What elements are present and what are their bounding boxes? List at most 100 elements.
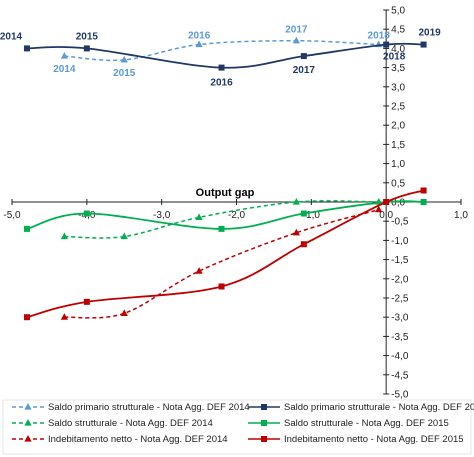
x-tick-label: 0,0 [379,210,393,221]
data-point [218,64,225,71]
y-tick-label: 3,0 [391,82,405,93]
data-point [23,45,30,52]
data-point [383,41,390,48]
data-point [420,41,427,48]
data-label: 2017 [285,25,308,36]
legend-swatch-marker [24,419,32,426]
data-point [300,53,307,60]
legend-label: Saldo primario strutturale - Nota Agg. D… [284,402,474,413]
data-point [218,283,225,290]
data-label: 2017 [293,65,316,76]
legend-label: Indebitamento netto - Nota Agg. DEF 2015 [284,434,464,445]
data-point [420,199,427,205]
series-line [64,208,379,319]
y-tick-label: 4,0 [391,44,405,55]
x-tick-label: -3,0 [153,210,171,221]
data-label: 2016 [210,78,233,89]
y-tick-label: -2,0 [391,274,409,285]
data-point [292,228,300,236]
data-point [292,198,300,205]
y-tick-label: 4,5 [391,25,405,36]
y-tick-label: 5,0 [391,6,405,17]
y-tick-label: -2,5 [391,294,409,305]
data-point [195,267,203,274]
data-point [375,205,383,213]
data-point [60,52,68,59]
data-point [300,210,307,217]
data-point [120,232,128,240]
legend-swatch-marker [24,435,32,442]
legend: Saldo primario strutturale - Nota Agg. D… [2,399,474,455]
data-point [23,225,30,232]
data-point [292,36,300,44]
series-line [64,200,379,239]
y-tick-label: -4,5 [391,370,409,381]
series-line [64,39,379,62]
data-point [83,45,90,52]
data-point [120,55,128,63]
data-label: 2014 [53,64,76,75]
legend-item: Saldo strutturale - Nota Agg. DEF 2014 [12,418,213,429]
legend-item: Saldo primario strutturale - Nota Agg. D… [248,402,474,413]
legend-label: Saldo strutturale - Nota Agg. DEF 2015 [284,418,449,429]
data-point [83,210,90,217]
y-tick-label: -0,5 [391,217,409,228]
data-point [420,187,427,194]
data-point [120,309,128,316]
y-tick-label: -1,0 [391,236,409,247]
legend-label: Indebitamento netto - Nota Agg. DEF 2014 [48,434,228,445]
data-label: 2015 [113,68,136,79]
y-tick-label: 2,0 [391,121,405,132]
data-label: 2014 [0,31,23,42]
y-tick-label: 0,0 [391,198,405,209]
x-tick-label: -2,0 [228,210,246,221]
x-tick-label: -1,0 [303,210,321,221]
y-tick-label: -3,0 [391,313,409,324]
x-tick-label: -5,0 [3,210,21,221]
data-label: 2015 [76,31,99,42]
y-tick-label: -5,0 [391,390,409,401]
legend-item: Indebitamento netto - Nota Agg. DEF 2014 [12,434,228,445]
data-label: 2018 [383,52,406,63]
series-2 [60,198,383,240]
series-3 [23,199,427,232]
legend-label: Saldo primario strutturale - Nota Agg. D… [48,402,250,413]
y-tick-label: -3,5 [391,332,409,343]
y-tick-label: -1,5 [391,255,409,266]
data-label: 2018 [368,31,391,42]
y-tick-label: 2,5 [391,102,405,113]
legend-swatch-marker [261,404,267,410]
data-label: 2016 [188,31,211,42]
series-5 [23,187,427,321]
y-tick-label: 3,5 [391,63,405,74]
data-point [83,298,90,305]
x-axis-label: Output gap [196,187,255,199]
y-tick-label: 1,0 [391,159,405,170]
legend-item: Saldo strutturale - Nota Agg. DEF 2015 [248,418,449,429]
series-0: 2014 2015 2016 2017 2018 [53,25,390,79]
data-point [218,225,225,232]
plot-area: 2014 2015 2016 2017 2018 2014 2015 2016 2017 2018… [0,25,441,321]
legend-swatch-marker [261,436,267,442]
legend-label: Saldo strutturale - Nota Agg. DEF 2014 [48,418,213,429]
data-label: 2019 [418,28,441,39]
series-4 [60,205,383,320]
legend-border [2,399,472,455]
legend-item: Indebitamento netto - Nota Agg. DEF 2015 [248,434,464,445]
legend-swatch-marker [24,403,32,410]
data-point [60,232,68,240]
y-tick-label: -4,0 [391,351,409,362]
legend-item: Saldo primario strutturale - Nota Agg. D… [12,402,250,413]
data-point [23,314,30,321]
data-point [383,199,390,205]
legend-swatch-marker [261,420,267,426]
y-tick-label: 0,5 [391,178,405,189]
series-1: 2014 2015 2016 2017 2018 2019 [0,28,441,89]
y-tick-label: 1,5 [391,140,405,151]
x-tick-label: 1,0 [454,210,468,221]
data-point [195,213,203,220]
data-point [195,40,203,48]
data-point [300,241,307,248]
data-point [60,313,68,320]
